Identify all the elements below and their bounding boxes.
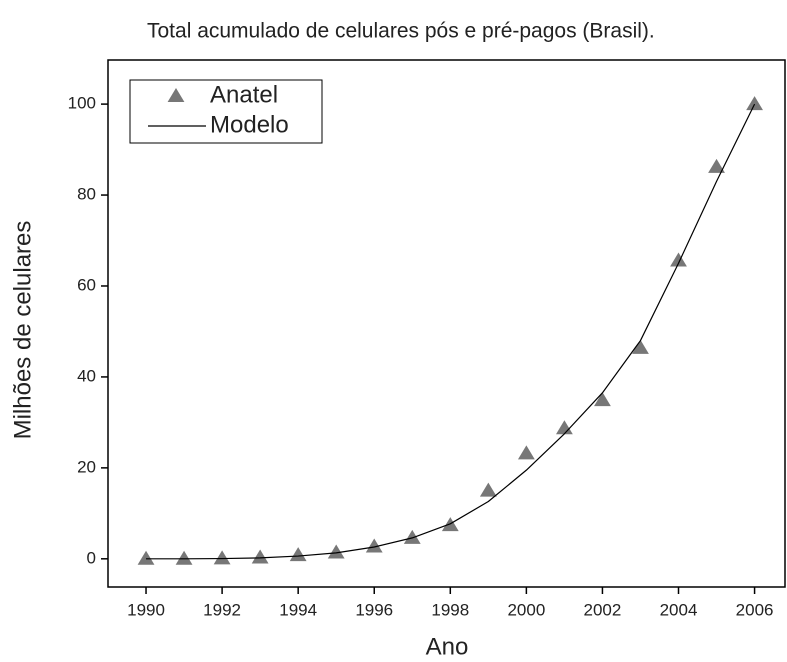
y-tick-label: 0 (87, 548, 96, 567)
x-tick-label: 1996 (355, 600, 393, 619)
x-tick-label: 1998 (431, 600, 469, 619)
x-tick-label: 1994 (279, 600, 317, 619)
data-point (137, 550, 155, 565)
data-point (251, 549, 269, 564)
data-point (403, 529, 421, 544)
data-point (327, 544, 345, 559)
x-tick-label: 2006 (736, 600, 774, 619)
data-point (479, 482, 497, 497)
chart-title: Total acumulado de celulares pós e pré-p… (147, 20, 655, 43)
data-point (365, 538, 383, 553)
x-axis-label: Ano (426, 633, 469, 660)
data-point (175, 550, 193, 565)
plot-frame (107, 59, 786, 588)
legend-box (129, 79, 323, 144)
y-axis-label: Milhões de celulares (9, 221, 36, 440)
legend-marker (167, 88, 185, 102)
data-point (289, 547, 307, 562)
y-tick-label: 100 (68, 94, 96, 113)
legend-label: Anatel (210, 81, 278, 108)
data-point (517, 445, 535, 460)
data-point (594, 392, 611, 407)
y-tick-label: 40 (77, 366, 96, 385)
x-tick-label: 1990 (127, 600, 165, 619)
data-point (670, 252, 687, 267)
data-point (632, 339, 649, 354)
data-point (213, 550, 231, 565)
model-line (146, 103, 756, 560)
data-point (746, 96, 763, 111)
y-tick-label: 80 (77, 185, 96, 204)
legend-label: Modelo (210, 111, 289, 138)
y-tick-label: 60 (77, 275, 96, 294)
x-tick-label: 2000 (507, 600, 545, 619)
y-tick-label: 20 (77, 457, 96, 476)
data-point (708, 158, 725, 173)
x-tick-label: 2002 (584, 600, 622, 619)
x-tick-label: 1992 (203, 600, 241, 619)
x-tick-label: 2004 (660, 600, 698, 619)
data-point (556, 420, 573, 435)
